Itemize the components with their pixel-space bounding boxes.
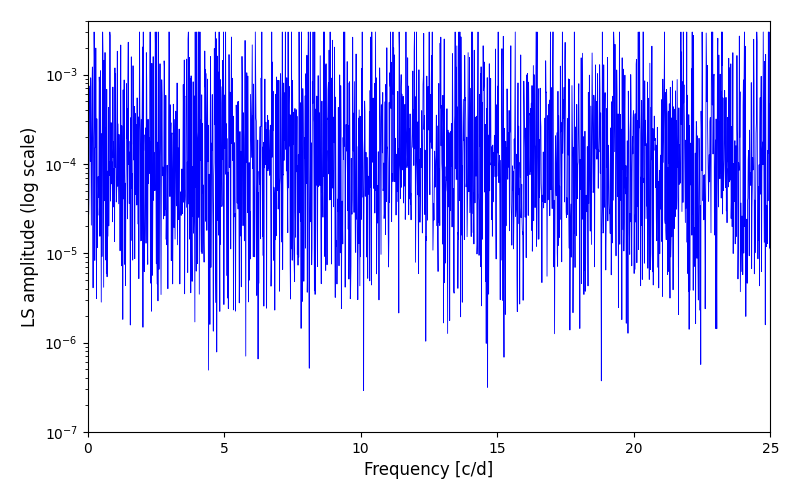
Y-axis label: LS amplitude (log scale): LS amplitude (log scale): [21, 126, 39, 326]
X-axis label: Frequency [c/d]: Frequency [c/d]: [364, 461, 494, 479]
